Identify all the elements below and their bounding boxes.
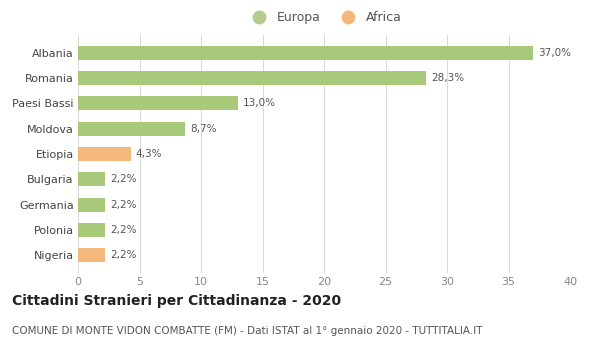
Text: Cittadini Stranieri per Cittadinanza - 2020: Cittadini Stranieri per Cittadinanza - 2… [12,294,341,308]
Text: 13,0%: 13,0% [243,98,276,108]
Bar [78,172,105,186]
Text: 2,2%: 2,2% [110,225,136,235]
Text: 8,7%: 8,7% [190,124,217,134]
Bar [78,248,105,262]
Text: 28,3%: 28,3% [431,73,464,83]
Legend: Europa, Africa: Europa, Africa [247,11,401,24]
Text: 4,3%: 4,3% [136,149,163,159]
Bar [78,223,105,237]
Bar [78,122,185,136]
Bar [78,147,131,161]
Text: 2,2%: 2,2% [110,199,136,210]
Bar [78,97,238,110]
Bar [78,71,426,85]
Bar [78,198,105,211]
Bar [78,46,533,60]
Text: 2,2%: 2,2% [110,250,136,260]
Text: 37,0%: 37,0% [538,48,571,58]
Text: COMUNE DI MONTE VIDON COMBATTE (FM) - Dati ISTAT al 1° gennaio 2020 - TUTTITALIA: COMUNE DI MONTE VIDON COMBATTE (FM) - Da… [12,326,482,336]
Text: 2,2%: 2,2% [110,174,136,184]
